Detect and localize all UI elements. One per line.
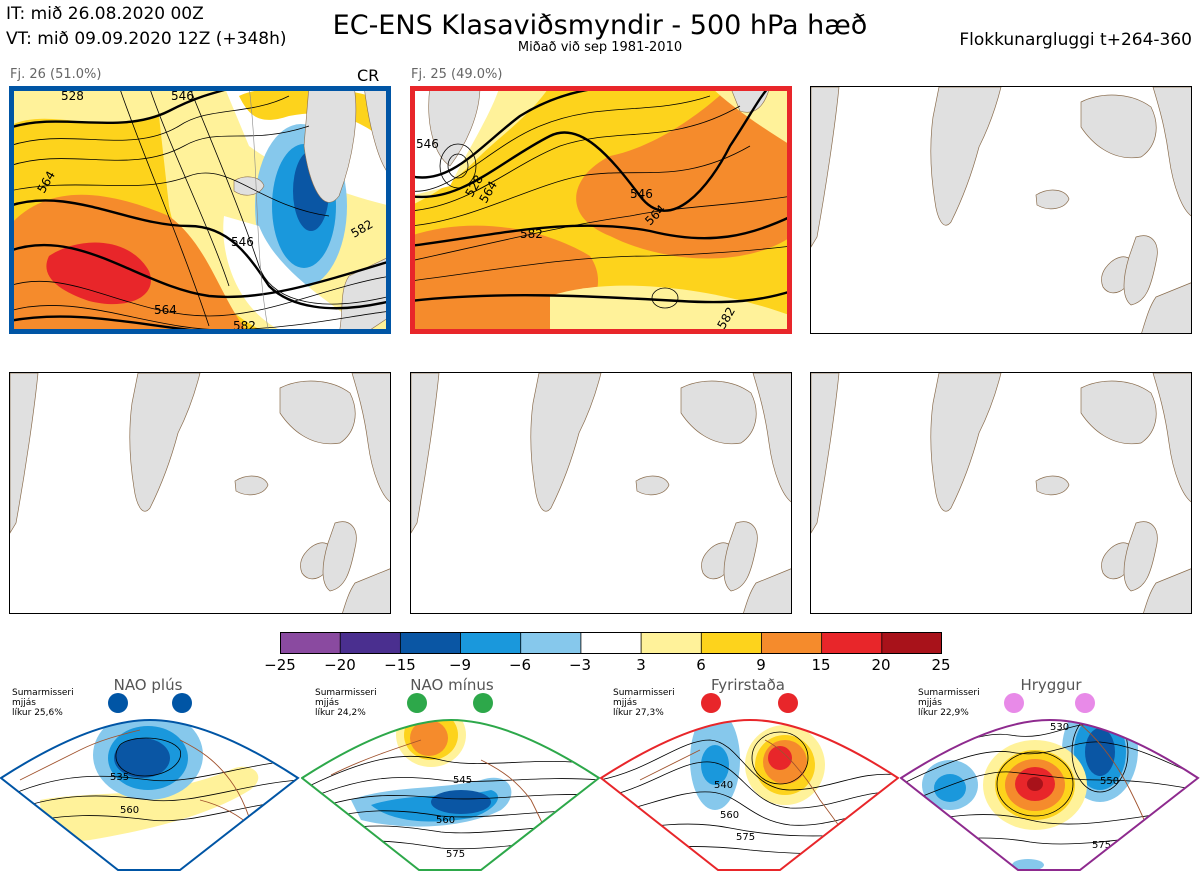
colorbar-cell xyxy=(580,632,642,654)
classification-window: Flokkunargluggi t+264-360 xyxy=(959,30,1192,50)
cluster-map-2[interactable]: 546 564 582 564 546 582 528 xyxy=(410,86,792,334)
regime-1-title: NAO plús xyxy=(113,676,183,694)
colorbar-tick: 15 xyxy=(811,656,831,674)
regime-4-contour-label: 550 xyxy=(1100,776,1119,787)
regime-4-contour-label: 575 xyxy=(1092,840,1111,851)
panel-2-frame xyxy=(410,86,792,334)
regime-2-marker xyxy=(473,693,493,713)
colorbar-cell xyxy=(881,632,942,654)
regime-3-contour-label: 540 xyxy=(714,780,733,791)
colorbar-tick: 6 xyxy=(696,656,706,674)
anomaly-colorbar xyxy=(280,632,942,654)
colorbar-cell xyxy=(821,632,883,654)
regime-1-contour-label: 560 xyxy=(120,805,139,816)
regime-4-title: Hryggur xyxy=(1020,676,1082,694)
regime-2-map[interactable]: 545 560 575 xyxy=(301,680,601,871)
regime-3-contour-label: 575 xyxy=(736,832,755,843)
colorbar-tick: 25 xyxy=(931,656,951,674)
colorbar-cell xyxy=(339,632,402,654)
regime-4-map[interactable]: 530 550 575 xyxy=(900,680,1200,871)
cluster-map-1[interactable]: 546 546 564 564 582 582 528 xyxy=(9,86,391,334)
valid-time: VT: mið 09.09.2020 12Z (+348h) xyxy=(6,29,287,49)
regime-2-contour-label: 575 xyxy=(446,849,465,860)
panel-1-label: Fj. 26 (51.0%) xyxy=(10,67,102,82)
colorbar-tick: 3 xyxy=(636,656,646,674)
panel-1-frame xyxy=(9,86,391,334)
colorbar-cell xyxy=(520,632,582,654)
empty-map-3[interactable] xyxy=(810,86,1192,334)
colorbar-cell xyxy=(399,632,462,654)
panel-2-contour-label: 546 xyxy=(630,187,653,201)
panel-1-tag: CR xyxy=(357,66,380,85)
colorbar-tick: 20 xyxy=(871,656,891,674)
colorbar-tick: −9 xyxy=(448,656,472,674)
panel-2-contour-label: 582 xyxy=(520,227,543,241)
page-subtitle: Miðað við sep 1981-2010 xyxy=(517,40,683,55)
regime-1-map[interactable]: 535 560 xyxy=(0,680,300,871)
colorbar-cell xyxy=(640,632,703,654)
regime-4-marker xyxy=(1004,693,1024,713)
colorbar-tick: −6 xyxy=(508,656,532,674)
regime-2-title: NAO mínus xyxy=(410,676,494,694)
panel-2-contour-label: 546 xyxy=(416,137,439,151)
colorbar-cell xyxy=(460,632,522,654)
regime-4-note: Sumarmisseri mjjás líkur 22,9% xyxy=(918,688,980,718)
regime-4-marker xyxy=(1075,693,1095,713)
panel-1-contour-label: 546 xyxy=(171,89,194,103)
empty-map-6[interactable] xyxy=(810,372,1192,614)
panel-1-contour-label: 528 xyxy=(61,89,84,103)
regime-2-contour-label: 545 xyxy=(453,775,472,786)
colorbar-cell xyxy=(700,632,763,654)
colorbar-tick: 9 xyxy=(756,656,766,674)
colorbar-cell xyxy=(761,632,823,654)
page-title: EC-ENS Klasaviðsmyndir - 500 hPa hæð xyxy=(332,10,868,41)
regime-2-note: Sumarmisseri mjjás líkur 24,2% xyxy=(315,688,377,718)
regime-3-title: Fyrirstaða xyxy=(711,676,785,694)
regime-4-contour-label: 530 xyxy=(1050,722,1069,733)
regime-3-map[interactable]: 540 560 575 xyxy=(600,680,900,871)
regime-1-marker xyxy=(172,693,192,713)
panel-1-contour-label: 564 xyxy=(154,303,177,317)
regime-2-marker xyxy=(407,693,427,713)
colorbar-tick: −25 xyxy=(264,656,296,674)
panel-1-contour-label: 546 xyxy=(231,235,254,249)
init-time: IT: mið 26.08.2020 00Z xyxy=(6,4,204,24)
regime-3-contour-label: 560 xyxy=(720,810,739,821)
panel-2-label: Fj. 25 (49.0%) xyxy=(411,67,503,82)
regime-3-marker xyxy=(778,693,798,713)
colorbar-tick: −20 xyxy=(324,656,356,674)
regime-2-contour-label: 560 xyxy=(436,815,455,826)
empty-map-4[interactable] xyxy=(9,372,391,614)
colorbar-cell xyxy=(280,632,342,654)
regime-1-marker xyxy=(108,693,128,713)
regime-3-note: Sumarmisseri mjjás líkur 27,3% xyxy=(613,688,675,718)
regime-3-marker xyxy=(701,693,721,713)
empty-map-5[interactable] xyxy=(410,372,792,614)
colorbar-tick: −15 xyxy=(384,656,416,674)
regime-1-note: Sumarmisseri mjjás líkur 25,6% xyxy=(12,688,74,718)
colorbar-tick: −3 xyxy=(568,656,592,674)
regime-1-contour-label: 535 xyxy=(110,772,129,783)
